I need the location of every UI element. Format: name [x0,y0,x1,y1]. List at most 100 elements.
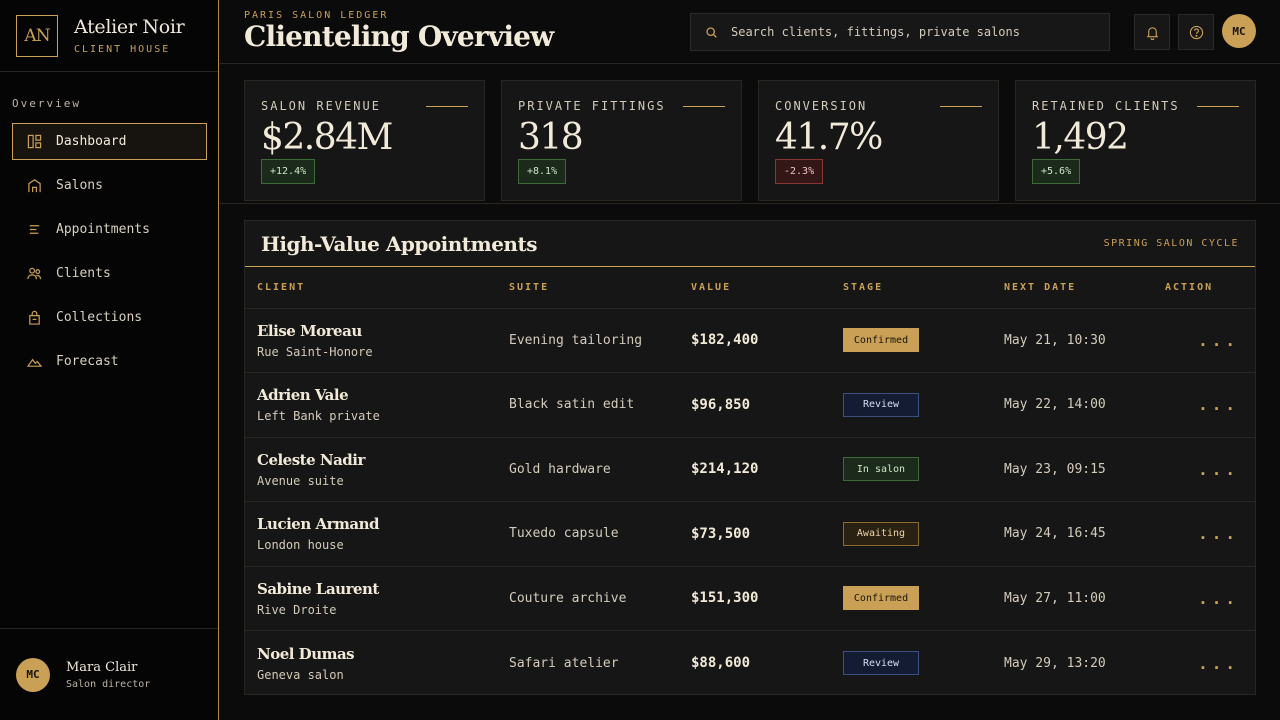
column-header-next-date[interactable]: NEXT DATE [992,267,1153,309]
row-actions-button[interactable]: ... [1153,566,1255,631]
client-name: Adrien Vale [257,386,349,405]
client-location: Rue Saint-Honore [257,344,373,359]
kpi-value: $2.84M [261,117,393,158]
kpi-delta-badge: +5.6% [1032,159,1081,184]
stage-badge: Awaiting [843,521,919,546]
table-row[interactable]: Elise Moreau Rue Saint-Honore Evening tai… [245,308,1255,373]
sidebar-item-label: Collections [56,310,143,325]
brand-logo: AN [16,14,58,57]
help-icon [1189,25,1203,39]
column-header-action: ACTION [1153,267,1255,309]
user-name: Mara Clair [66,659,138,675]
client-location: Avenue suite [257,473,344,488]
user-profile[interactable]: MC Mara Clair Salon director [0,628,218,720]
suite-cell: Safari atelier [509,655,619,671]
date-cell: May 27, 11:00 [992,566,1153,631]
search-input[interactable] [731,25,1101,39]
salon-icon [27,178,42,193]
table-row[interactable]: Noel Dumas Geneva salon Safari atelier $8… [245,631,1255,696]
table-row[interactable]: Sabine Laurent Rive Droite Couture archiv… [245,566,1255,631]
client-location: London house [257,538,344,553]
stage-badge: Confirmed [843,586,919,611]
kpi-delta-badge: -2.3% [775,159,824,184]
sidebar-item-label: Salons [56,178,103,193]
column-header-suite[interactable]: SUITE [497,267,679,309]
avatar: MC [16,657,50,692]
suite-cell: Couture archive [497,566,679,631]
row-actions-button[interactable]: ... [1153,308,1255,373]
stage-badge: Confirmed [843,328,919,353]
kpi-value: 318 [518,117,584,158]
row-actions-button[interactable]: ... [1198,653,1239,673]
sidebar-item-clients[interactable]: Clients [12,255,207,292]
value-cell: $73,500 [679,501,831,567]
header-avatar[interactable]: MC [1222,14,1256,48]
page-title: Clienteling Overview [244,20,554,53]
kpi-card-retained-clients: RETAINED CLIENTS 1,492 +5.6% [1015,80,1256,201]
client-name: Lucien Armand [257,515,379,534]
bag-icon [27,310,42,325]
column-header-client[interactable]: CLIENT [245,267,497,309]
column-header-stage[interactable]: STAGE [831,267,992,309]
kpi-divider [683,106,725,107]
section-divider [220,203,1280,204]
value-cell: $96,850 [679,372,831,438]
column-header-value[interactable]: VALUE [679,267,831,309]
table-row[interactable]: Celeste Nadir Avenue suite Gold hardware … [245,437,1255,502]
appointments-table: CLIENT SUITE VALUE STAGE NEXT DATE ACTIO… [245,267,1255,695]
client-location: Geneva salon [257,667,344,682]
brand: AN Atelier Noir CLIENT HOUSE [0,0,218,72]
kpi-divider [940,106,982,107]
value-cell: $88,600 [691,655,751,671]
kpi-card-salon-revenue: SALON REVENUE $2.84M +12.4% [244,80,485,201]
table-row[interactable]: Lucien Armand London house Tuxedo capsule… [245,501,1255,567]
sidebar-item-collections[interactable]: Collections [12,299,207,336]
date-cell: May 24, 16:45 [992,501,1153,567]
appointments-panel: High-Value Appointments SPRING SALON CYC… [244,220,1256,695]
suite-cell: Tuxedo capsule [497,501,679,567]
table-row[interactable]: Adrien Vale Left Bank private Black satin… [245,372,1255,438]
top-header: PARIS SALON LEDGER Clienteling Overview … [220,0,1280,64]
search-box[interactable] [690,13,1110,51]
sidebar: AN Atelier Noir CLIENT HOUSE Overview Da… [0,0,219,720]
cycle-tag[interactable]: SPRING SALON CYCLE [1103,238,1239,249]
suite-cell: Black satin edit [497,372,679,438]
sidebar-item-forecast[interactable]: Forecast [12,343,207,380]
sidebar-item-appointments[interactable]: Appointments [12,211,207,248]
row-actions-button[interactable]: ... [1153,501,1255,567]
kpi-divider [1197,106,1239,107]
user-role: Salon director [66,678,151,690]
sidebar-item-salons[interactable]: Salons [12,167,207,204]
row-actions-button[interactable]: ... [1153,437,1255,502]
sidebar-item-label: Appointments [56,222,150,237]
client-location: Left Bank private [257,409,380,424]
kpi-divider [426,106,468,107]
stage-badge: In salon [843,457,919,482]
sidebar-item-dashboard[interactable]: Dashboard [12,123,207,160]
nav-heading: Overview [12,97,81,110]
stage-badge: Review [843,651,919,675]
search-icon [706,26,717,38]
value-cell: $214,120 [679,437,831,502]
notifications-button[interactable] [1134,14,1170,50]
client-name: Sabine Laurent [257,579,379,598]
kpi-row: SALON REVENUE $2.84M +12.4% PRIVATE FITT… [244,80,1256,201]
kpi-label: PRIVATE FITTINGS [518,99,666,113]
sidebar-item-label: Dashboard [56,134,127,149]
date-cell: May 29, 13:20 [1004,655,1106,671]
brand-name: Atelier Noir [74,16,185,38]
list-icon [27,222,42,237]
sidebar-nav: Dashboard Salons Appointments Clients Co… [12,123,207,387]
kpi-delta-badge: +12.4% [261,159,316,184]
kpi-card-private-fittings: PRIVATE FITTINGS 318 +8.1% [501,80,742,201]
suite-cell: Evening tailoring [497,308,679,373]
panel-title: High-Value Appointments [261,232,537,256]
help-button[interactable] [1178,14,1214,50]
kpi-label: SALON REVENUE [261,99,381,113]
kpi-delta-badge: +8.1% [518,159,567,184]
value-cell: $151,300 [679,566,831,631]
date-cell: May 22, 14:00 [992,372,1153,438]
row-actions-button[interactable]: ... [1153,372,1255,438]
users-icon [27,266,42,281]
mountain-icon [27,354,42,369]
